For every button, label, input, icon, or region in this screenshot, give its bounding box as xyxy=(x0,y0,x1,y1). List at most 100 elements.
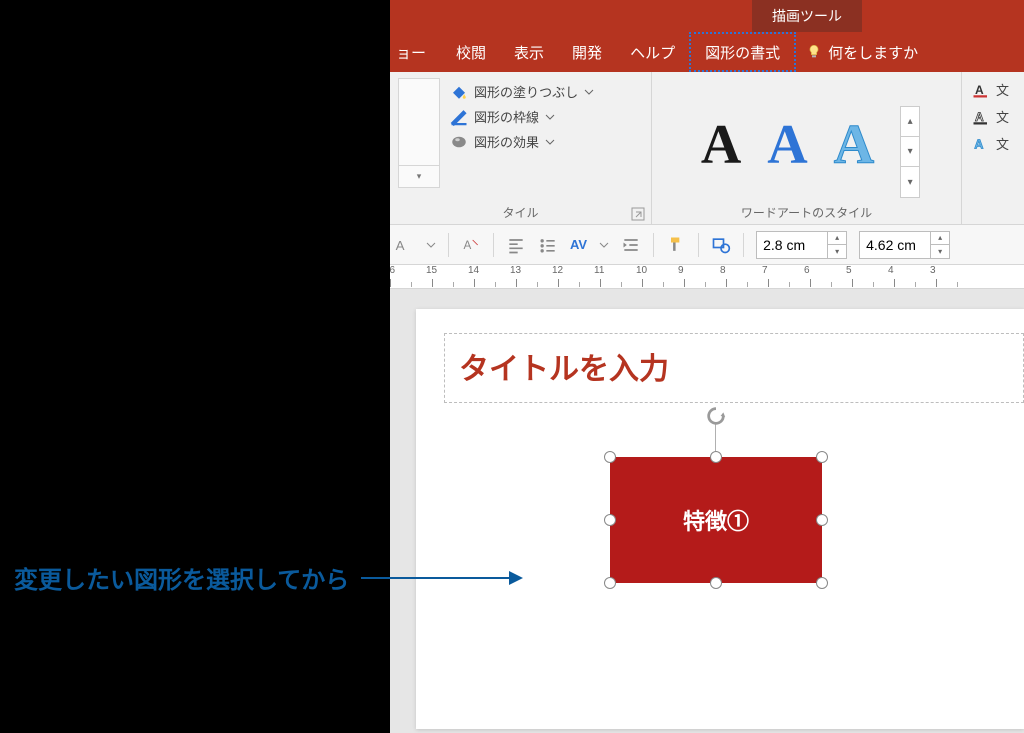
width-input-box[interactable]: ▴ ▾ xyxy=(859,231,950,259)
shape-fill-label: 図形の塗りつぶし xyxy=(474,82,578,101)
rotation-stem xyxy=(715,423,716,451)
tell-me-label: 何をしますか xyxy=(828,42,918,63)
svg-text:A: A xyxy=(975,82,984,96)
chevron-down-icon[interactable] xyxy=(599,240,609,250)
svg-text:A: A xyxy=(464,239,472,252)
wordart-styles-group: A A A ▴ ▾ ▾ ワードアートのスタイル xyxy=(652,72,962,225)
resize-handle-bl[interactable] xyxy=(604,577,616,589)
text-effects-icon: A xyxy=(972,135,990,153)
chevron-down-icon xyxy=(584,87,594,97)
shape-options: 図形の塗りつぶし 図形の枠線 xyxy=(450,78,594,151)
wordart-preset-2[interactable]: A xyxy=(767,117,807,173)
pen-outline-icon xyxy=(450,108,468,126)
paint-bucket-icon xyxy=(450,83,468,101)
horizontal-ruler[interactable]: 161514131211109876543 xyxy=(390,265,1024,289)
separator xyxy=(653,233,654,257)
shape-outline-label: 図形の枠線 xyxy=(474,107,539,126)
shape-styles-content: ▾ 図形の塗りつぶし 図形の枠 xyxy=(390,72,651,199)
shape-outline-button[interactable]: 図形の枠線 xyxy=(450,107,594,126)
powerpoint-window: 描画ツール ョー 校閲 表示 開発 ヘルプ 図形の書式 何をしますか ▾ xyxy=(390,0,1024,733)
text-outline-button[interactable]: A 文 xyxy=(972,107,1024,126)
shape-effects-label: 図形の効果 xyxy=(474,132,539,151)
spin-up-icon[interactable]: ▴ xyxy=(931,232,949,245)
shape-text: 特徴① xyxy=(683,504,749,536)
char-spacing-button[interactable]: AV xyxy=(570,237,587,252)
resize-handle-tm[interactable] xyxy=(710,451,722,463)
drawing-tools-tab[interactable]: 描画ツール xyxy=(752,0,862,32)
spin-up-icon[interactable]: ▴ xyxy=(828,232,846,245)
width-spinner[interactable]: ▴ ▾ xyxy=(930,232,949,258)
tell-me[interactable]: 何をしますか xyxy=(796,32,928,72)
ribbon-body: ▾ 図形の塗りつぶし 図形の枠 xyxy=(390,72,1024,225)
chevron-down-icon xyxy=(545,137,555,147)
tab-shape-format[interactable]: 図形の書式 xyxy=(689,32,796,72)
separator xyxy=(743,233,744,257)
text-effects-button[interactable]: A 文 xyxy=(972,134,1024,153)
format-painter-icon[interactable] xyxy=(666,235,686,255)
wordart-content: A A A ▴ ▾ ▾ xyxy=(652,72,961,199)
arrow-right-icon xyxy=(361,577,521,579)
quick-toolbar: A A AV ▴ ▾ ▴ ▾ xyxy=(390,225,1024,265)
spacer xyxy=(390,0,752,32)
bullets-icon[interactable] xyxy=(538,235,558,255)
height-input[interactable] xyxy=(757,232,827,258)
height-input-box[interactable]: ▴ ▾ xyxy=(756,231,847,259)
spin-down-icon[interactable]: ▾ xyxy=(931,245,949,258)
resize-handle-tr[interactable] xyxy=(816,451,828,463)
tab-slideshow-partial[interactable]: ョー xyxy=(390,32,442,72)
shape-quick-icon[interactable] xyxy=(711,235,731,255)
text-fill-label: 文 xyxy=(996,80,1009,99)
dialog-launcher-icon[interactable] xyxy=(631,207,645,221)
separator xyxy=(493,233,494,257)
slide-canvas[interactable]: タイトルを入力 特徴① xyxy=(390,289,1024,733)
contextual-tab-strip: 描画ツール xyxy=(390,0,1024,32)
resize-handle-tl[interactable] xyxy=(604,451,616,463)
text-fill-icon: A xyxy=(972,81,990,99)
svg-text:A: A xyxy=(975,109,984,123)
resize-handle-br[interactable] xyxy=(816,577,828,589)
shape-gallery-partial[interactable]: ▾ xyxy=(398,78,440,188)
tab-help[interactable]: ヘルプ xyxy=(616,32,689,72)
resize-handle-mr[interactable] xyxy=(816,514,828,526)
svg-text:A: A xyxy=(396,238,405,253)
text-fill-button[interactable]: A 文 xyxy=(972,80,1024,99)
wordart-group-label: ワードアートのスタイル xyxy=(652,199,961,225)
wordart-preset-3[interactable]: A xyxy=(834,117,874,173)
rotation-handle-icon[interactable] xyxy=(705,405,727,427)
gallery-scroll[interactable]: ▴ ▾ ▾ xyxy=(900,106,920,198)
font-size-icon[interactable]: A xyxy=(394,235,414,255)
wordart-preset-1[interactable]: A xyxy=(701,117,741,173)
annotation-callout: 変更したい図形を選択してから xyxy=(14,560,521,595)
text-outline-label: 文 xyxy=(996,107,1009,126)
wordart-gallery[interactable]: A A A ▴ ▾ ▾ xyxy=(679,78,934,198)
indent-icon[interactable] xyxy=(621,235,641,255)
align-icon[interactable] xyxy=(506,235,526,255)
text-outline-icon: A xyxy=(972,108,990,126)
ruler-tick: 3 xyxy=(936,265,978,289)
separator xyxy=(698,233,699,257)
resize-handle-bm[interactable] xyxy=(710,577,722,589)
tab-view[interactable]: 表示 xyxy=(500,32,558,72)
tab-review[interactable]: 校閲 xyxy=(442,32,500,72)
gallery-up-icon[interactable]: ▴ xyxy=(901,107,919,137)
height-spinner[interactable]: ▴ ▾ xyxy=(827,232,846,258)
spin-down-icon[interactable]: ▾ xyxy=(828,245,846,258)
lightbulb-icon xyxy=(806,44,822,60)
shape-rect[interactable]: 特徴① xyxy=(610,457,822,583)
chevron-down-icon xyxy=(545,112,555,122)
shape-effects-button[interactable]: 図形の効果 xyxy=(450,132,594,151)
resize-handle-ml[interactable] xyxy=(604,514,616,526)
chevron-down-icon[interactable] xyxy=(426,240,436,250)
title-placeholder[interactable]: タイトルを入力 xyxy=(444,333,1024,403)
width-input[interactable] xyxy=(860,232,930,258)
tab-developer[interactable]: 開発 xyxy=(558,32,616,72)
gallery-down-icon[interactable]: ▾ xyxy=(901,137,919,167)
title-text: タイトルを入力 xyxy=(459,353,669,386)
separator xyxy=(448,233,449,257)
slide[interactable]: タイトルを入力 特徴① xyxy=(416,309,1024,729)
shape-fill-button[interactable]: 図形の塗りつぶし xyxy=(450,82,594,101)
annotation-text: 変更したい図形を選択してから xyxy=(14,560,349,595)
clear-format-icon[interactable]: A xyxy=(461,235,481,255)
gallery-more-icon[interactable]: ▾ xyxy=(901,167,919,197)
selected-shape[interactable]: 特徴① xyxy=(610,457,822,583)
